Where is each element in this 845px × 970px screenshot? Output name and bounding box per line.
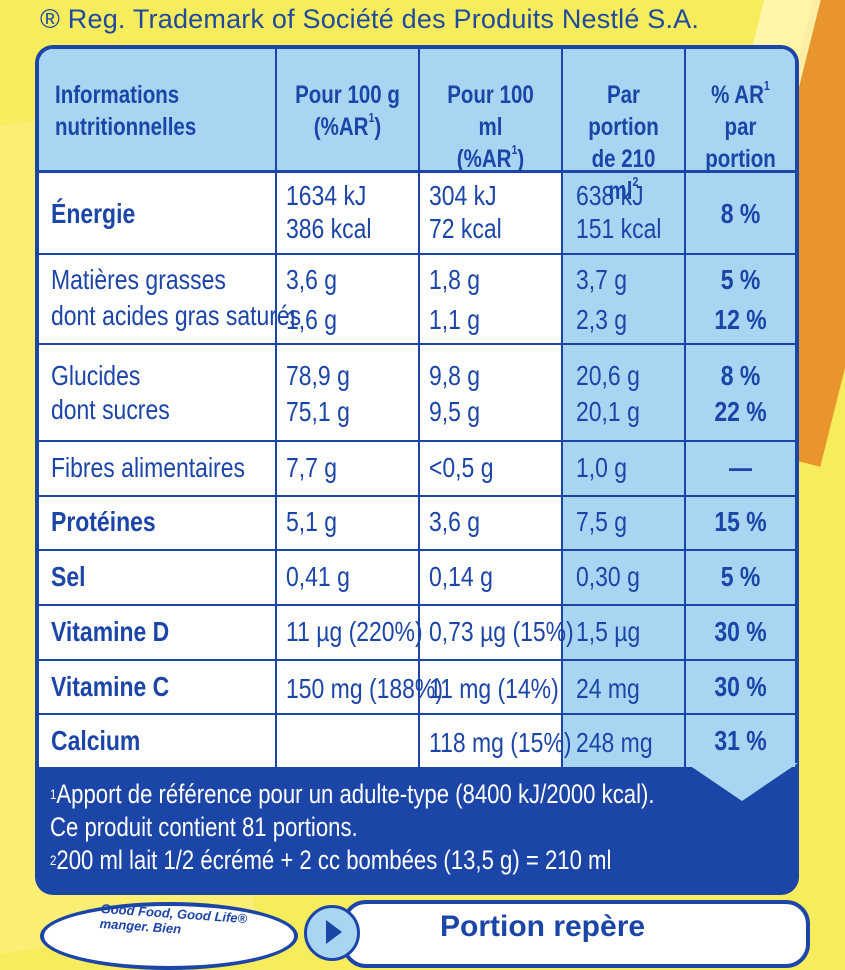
cell-matieres-100ml: 1,8 g: [429, 264, 481, 295]
row-label-calcium: Calcium: [51, 725, 141, 756]
cell-vitd-portion: 1,5 µg: [576, 616, 641, 647]
cell-energie-portion-kcal: 151 kcal: [576, 213, 662, 244]
cell-energie-100g-kj: 1634 kJ: [286, 180, 367, 211]
cell-glucides-ar: 8 %: [720, 360, 761, 391]
row-label-energie: Énergie: [51, 198, 136, 229]
cell-matieres-portion: 3,7 g: [576, 264, 628, 295]
row-label-proteines: Protéines: [51, 506, 156, 537]
cell-fibres-100g: 7,7 g: [286, 452, 338, 483]
header-per-portion: Par portion de 210 ml2: [588, 81, 659, 205]
cell-calcium-portion: 248 mg: [576, 727, 653, 758]
cell-vitc-100g: 150 mg (188%): [286, 673, 443, 704]
column-divider: [684, 49, 686, 767]
cell-energie-ar: 8 %: [720, 198, 761, 229]
row-divider: [39, 343, 795, 345]
cell-fibres-portion: 1,0 g: [576, 452, 628, 483]
cell-fibres-100ml: <0,5 g: [429, 452, 494, 483]
row-divider: [39, 170, 795, 173]
header-informations: Informations nutritionnelles: [55, 81, 197, 141]
portion-column-shade: [561, 49, 795, 767]
row-divider: [39, 604, 795, 606]
cell-calcium-100ml: 118 mg (15%): [429, 727, 572, 758]
column-divider: [275, 49, 277, 767]
cell-sucres-portion: 20,1 g: [576, 396, 640, 427]
cell-satures-100ml: 1,1 g: [429, 304, 481, 335]
cell-sucres-100g: 75,1 g: [286, 396, 350, 427]
cell-satures-100g: 1,6 g: [286, 304, 338, 335]
cell-glucides-portion: 20,6 g: [576, 360, 640, 391]
cell-matieres-ar: 5 %: [720, 264, 761, 295]
header-per-100g: Pour 100 g (%AR1): [295, 81, 400, 141]
row-divider: [39, 440, 795, 442]
cell-matieres-100g: 3,6 g: [286, 264, 338, 295]
row-divider: [39, 659, 795, 661]
cell-sucres-100ml: 9,5 g: [429, 396, 481, 427]
cell-vitd-ar: 30 %: [714, 616, 767, 647]
play-arrow-icon: [304, 905, 360, 961]
footnote-2: 2200 ml lait 1/2 écrémé + 2 cc bombées (…: [50, 845, 612, 875]
cell-energie-100ml-kj: 304 kJ: [429, 180, 497, 211]
cell-sel-100ml: 0,14 g: [429, 561, 493, 592]
cell-proteines-100g: 5,1 g: [286, 506, 338, 537]
cell-glucides-100g: 78,9 g: [286, 360, 350, 391]
row-divider: [39, 549, 795, 551]
cell-vitc-portion: 24 mg: [576, 673, 640, 704]
cell-energie-portion-kj: 638 kJ: [576, 180, 644, 211]
cell-calcium-ar: 31 %: [714, 725, 767, 756]
cell-energie-100g-kcal: 386 kcal: [286, 213, 372, 244]
nutrition-panel: Informations nutritionnelles Pour 100 g …: [35, 45, 799, 895]
portion-repere-title: Portion repère: [440, 910, 646, 943]
row-label-acides-gras-satures: dont acides gras saturés: [51, 300, 302, 331]
column-divider: [418, 49, 420, 767]
cell-proteines-portion: 7,5 g: [576, 506, 628, 537]
cell-energie-100ml-kcal: 72 kcal: [429, 213, 502, 244]
row-label-matieres-grasses: Matières grasses: [51, 264, 226, 295]
cell-proteines-100ml: 3,6 g: [429, 506, 481, 537]
cell-satures-ar: 12 %: [714, 304, 767, 335]
header-per-100ml: Pour 100 ml (%AR1): [447, 81, 534, 173]
cell-sucres-ar: 22 %: [714, 396, 767, 427]
cell-fibres-ar: —: [729, 452, 752, 483]
header-ar-per-portion: % AR1 par portion: [705, 78, 776, 173]
cell-satures-portion: 2,3 g: [576, 304, 628, 335]
cell-proteines-ar: 15 %: [714, 506, 767, 537]
row-divider: [39, 495, 795, 497]
cell-vitc-ar: 30 %: [714, 671, 767, 702]
nutrition-table: Informations nutritionnelles Pour 100 g …: [39, 49, 795, 767]
row-divider: [39, 713, 795, 715]
row-label-sel: Sel: [51, 561, 86, 592]
row-divider: [39, 253, 795, 255]
row-label-glucides: Glucides: [51, 360, 141, 391]
cell-sel-portion: 0,30 g: [576, 561, 640, 592]
cell-vitc-100ml: 11 mg (14%): [429, 673, 559, 704]
portion-column-arrow: [686, 763, 798, 801]
footnote-1: 1Apport de référence pour un adulte-type…: [50, 779, 655, 809]
cell-glucides-100ml: 9,8 g: [429, 360, 481, 391]
row-label-sucres: dont sucres: [51, 394, 170, 425]
row-label-fibres: Fibres alimentaires: [51, 452, 245, 483]
cell-vitd-100g: 11 µg (220%): [286, 616, 423, 647]
footnote-portions: Ce produit contient 81 portions.: [50, 812, 358, 842]
row-label-vitamine-c: Vitamine C: [51, 671, 170, 702]
footnotes: 1Apport de référence pour un adulte-type…: [50, 778, 655, 877]
cell-sel-ar: 5 %: [720, 561, 761, 592]
trademark-notice: ® Reg. Trademark of Société des Produits…: [40, 4, 700, 34]
cell-vitd-100ml: 0,73 µg (15%): [429, 616, 574, 647]
row-label-vitamine-d: Vitamine D: [51, 616, 170, 647]
cell-sel-100g: 0,41 g: [286, 561, 350, 592]
column-divider: [561, 49, 563, 767]
